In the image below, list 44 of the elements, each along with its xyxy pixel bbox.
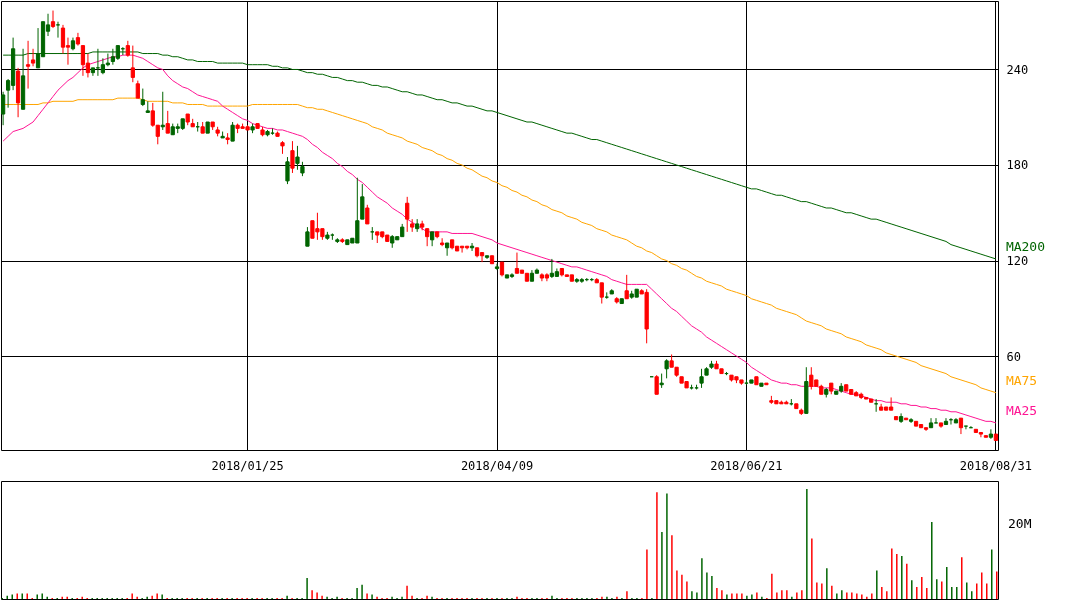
candlestick xyxy=(365,204,370,225)
candlestick xyxy=(55,21,61,39)
candlestick xyxy=(440,237,445,247)
candlestick xyxy=(230,121,235,142)
candlestick xyxy=(699,368,704,389)
y-tick-label: 180 xyxy=(1006,158,1029,173)
candlestick xyxy=(30,48,36,67)
candlestick xyxy=(50,10,56,29)
y-tick-label: 240 xyxy=(1006,62,1029,77)
candlestick xyxy=(494,263,500,271)
candlestick xyxy=(988,428,994,440)
candlestick xyxy=(599,282,604,305)
candlestick xyxy=(305,226,310,247)
x-tick-label: 2018/04/09 xyxy=(460,458,534,473)
candlestick xyxy=(285,156,290,185)
series-label: MA200 xyxy=(1005,238,1046,254)
candlestick xyxy=(80,45,86,77)
candlestick xyxy=(445,242,450,257)
candlestick xyxy=(60,24,66,55)
candlestick xyxy=(405,196,410,233)
text: 20M xyxy=(1008,516,1032,531)
candlestick xyxy=(943,417,949,426)
candlestick xyxy=(933,417,939,424)
candlestick xyxy=(514,252,520,274)
candlestick xyxy=(1,91,6,126)
series-label: MA75 xyxy=(1005,372,1038,388)
candlestick xyxy=(654,374,659,395)
candlestick xyxy=(160,91,165,131)
candlestick xyxy=(664,358,669,379)
candlestick xyxy=(295,145,300,171)
x-tick-label: 2018/08/31 xyxy=(959,458,1032,473)
series-label: MA25 xyxy=(1005,402,1038,418)
candlestick xyxy=(624,274,629,300)
candlestick xyxy=(290,140,295,174)
x-tick-label: 2018/01/25 xyxy=(211,458,284,473)
candlestick xyxy=(25,40,31,90)
candlestick xyxy=(360,183,365,220)
y-tick-label: 60 xyxy=(1006,349,1021,364)
candlestick xyxy=(888,396,894,411)
x-tick-label: 2018/06/21 xyxy=(710,458,783,473)
y-tick-label: 120 xyxy=(1006,254,1029,269)
candlestick xyxy=(165,110,170,134)
candlestick xyxy=(963,425,969,430)
candlestick xyxy=(130,45,135,83)
